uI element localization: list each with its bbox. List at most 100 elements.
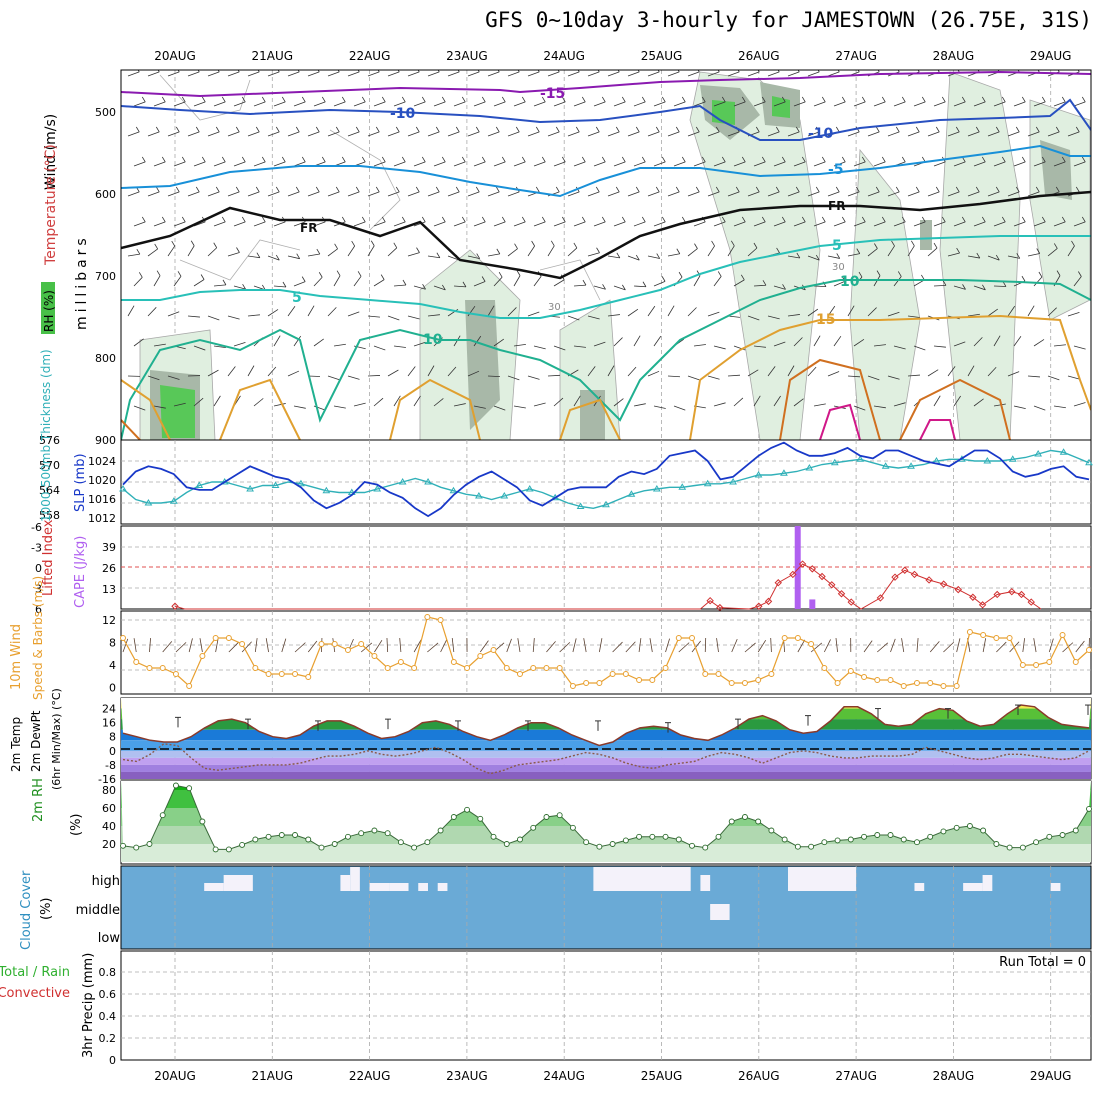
day-label-top: 21AUG (252, 49, 294, 63)
li-tick: 3 (35, 583, 42, 596)
upper-barb-staff (633, 221, 646, 227)
upper-barb-staff (147, 307, 157, 317)
upper-barb-staff (173, 161, 186, 167)
rh-marker (1033, 839, 1040, 846)
upper-barb-staff (273, 403, 286, 407)
upper-barb-flag (917, 70, 920, 73)
upper-barb-staff (567, 315, 580, 321)
upper-barb-flag (676, 248, 681, 254)
upper-barb-staff (787, 131, 800, 137)
upper-barb-flag (721, 156, 726, 163)
upper-barb-flag (782, 284, 786, 290)
temp-tick: -8 (105, 759, 116, 772)
upper-barb-staff (1033, 405, 1046, 411)
upper-barb-flag (1041, 156, 1046, 163)
upper-barb-staff (713, 276, 722, 287)
upper-barb-staff (527, 375, 540, 380)
upper-barb-flag (442, 284, 446, 291)
upper-barb-flag (401, 156, 406, 163)
upper-barb-flag (141, 216, 146, 223)
upper-barb-staff (707, 311, 720, 317)
upper-barb-staff (827, 191, 840, 197)
upper-barb-flag (301, 276, 306, 282)
upper-barb-flag (741, 96, 746, 103)
upper-barb-staff (347, 375, 360, 380)
upper-barb-flag (282, 281, 287, 288)
upper-barb-flag (497, 70, 500, 73)
upper-barb-staff (187, 191, 200, 197)
rh-marker (900, 836, 907, 843)
upper-barb-staff (1013, 221, 1026, 227)
li-marker (910, 570, 919, 579)
upper-barb-staff (753, 395, 761, 407)
wind-marker (834, 680, 841, 686)
wind-marker (172, 671, 179, 677)
surface-barb (479, 640, 489, 653)
surface-barb (440, 639, 448, 653)
upper-barb-staff (647, 370, 660, 377)
upper-barb-flag (200, 274, 205, 280)
li-tick: -3 (31, 542, 42, 555)
wind-marker (702, 671, 709, 677)
surface-barb (374, 639, 383, 653)
li-marker (808, 565, 817, 573)
upper-barb-flag (781, 216, 786, 223)
upper-barb-staff (213, 345, 226, 349)
upper-barb-staff (713, 221, 726, 227)
contour-fr-1 (121, 190, 1091, 280)
rh-marker (980, 827, 987, 834)
upper-barb-staff (1047, 307, 1057, 317)
wind-marker (318, 641, 325, 647)
upper-barb-staff (127, 191, 140, 197)
upper-barb-staff (327, 131, 340, 137)
upper-barb-staff (967, 313, 980, 317)
upper-barb-flag (615, 126, 620, 133)
upper-barb-staff (567, 71, 580, 77)
upper-barb-staff (273, 161, 286, 167)
wind-barbs-upper (127, 70, 1086, 411)
upper-barb-staff (487, 131, 500, 137)
thickness-marker (271, 481, 280, 488)
upper-barb-staff (607, 191, 620, 197)
upper-barb-flag (355, 186, 360, 193)
upper-barb-staff (947, 252, 960, 257)
upper-barb-staff (167, 375, 180, 380)
upper-barb-staff (993, 221, 1006, 227)
upper-barb-staff (473, 281, 486, 287)
thickness-marker (373, 485, 382, 492)
upper-barb-staff (767, 315, 780, 320)
upper-barb-staff (453, 403, 466, 407)
upper-barb-flag (741, 216, 746, 223)
upper-barb-flag (161, 96, 166, 103)
upper-barb-flag (221, 96, 226, 103)
upper-barb-flag (941, 216, 946, 223)
upper-barb-staff (693, 221, 706, 227)
upper-barb-staff (707, 71, 720, 77)
surface-barb (572, 638, 577, 653)
upper-barb-staff (567, 247, 578, 257)
upper-barb-staff (547, 245, 555, 257)
upper-barb-flag (1015, 186, 1020, 193)
rh-marker (953, 824, 960, 831)
rh-marker (530, 824, 537, 831)
surface-barb (823, 639, 831, 653)
day-label-bottom: 27AUG (835, 1069, 877, 1083)
upper-barb-flag (421, 96, 426, 103)
upper-barb-staff (653, 161, 666, 167)
upper-barb-staff (833, 161, 846, 167)
upper-barb-flag (370, 240, 375, 246)
upper-barb-flag (581, 156, 586, 163)
cloud-block (418, 883, 428, 891)
upper-barb-flag (495, 186, 500, 193)
upper-barb-staff (347, 71, 360, 77)
rh-marker (292, 832, 298, 838)
upper-barb-staff (487, 253, 500, 257)
upper-barb-staff (1007, 371, 1020, 377)
surface-barb (175, 642, 187, 653)
surface-barb (757, 639, 767, 653)
upper-barb-staff (293, 281, 306, 287)
upper-barb-staff (867, 307, 877, 317)
li-marker (818, 572, 826, 581)
upper-barb-flag (801, 156, 806, 163)
